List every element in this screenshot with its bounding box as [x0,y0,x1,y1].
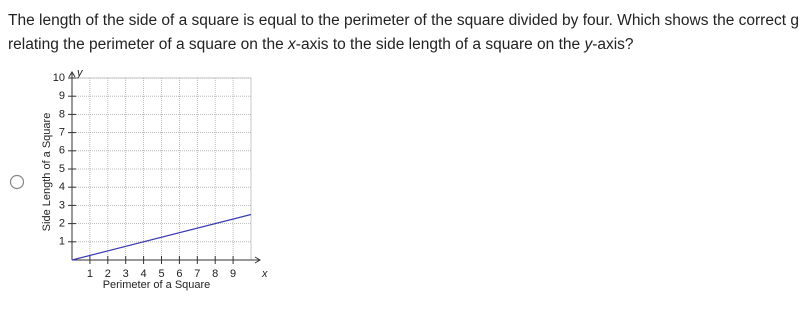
y-axis-label: Side Length of a Square [41,113,53,232]
y-tick-label: 7 [59,127,65,139]
question-text: -axis? [592,36,634,53]
y-axis-name: y [76,67,84,79]
x-axis-name: x [261,268,268,280]
y-tick-label: 9 [59,90,65,102]
question-text: -axis to the side length of a square on … [296,36,585,53]
question-text: relating the perimeter of a square on th… [8,36,288,53]
question-line: relating the perimeter of a square on th… [8,36,634,53]
x-tick-label: 1 [87,268,93,280]
x-tick-label: 8 [212,268,218,280]
question-text: y [583,36,593,53]
y-tick-label: 2 [59,218,65,230]
y-tick-label: 6 [59,145,65,157]
y-tick-label: 1 [59,236,65,248]
x-tick-label: 4 [141,268,147,280]
y-tick-label: 8 [59,108,65,120]
y-tick-label: 4 [59,181,65,193]
question-text: x [287,36,297,53]
x-tick-label: 2 [105,268,111,280]
x-axis-label: Perimeter of a Square [103,279,211,291]
question-line: The length of the side of a square is eq… [8,12,800,29]
y-tick-label: 5 [59,163,65,175]
y-axis-arrow [68,71,76,78]
x-tick-label: 5 [158,268,164,280]
x-tick-label: 9 [230,268,236,280]
y-tick-label: 10 [53,72,65,84]
radio-button[interactable] [9,174,25,190]
x-tick-label: 7 [194,268,200,280]
y-tick-label: 3 [59,199,65,211]
x-tick-label: 3 [123,268,129,280]
data-line [71,213,252,261]
x-tick-label: 6 [176,268,182,280]
x-axis-arrow [254,256,261,264]
